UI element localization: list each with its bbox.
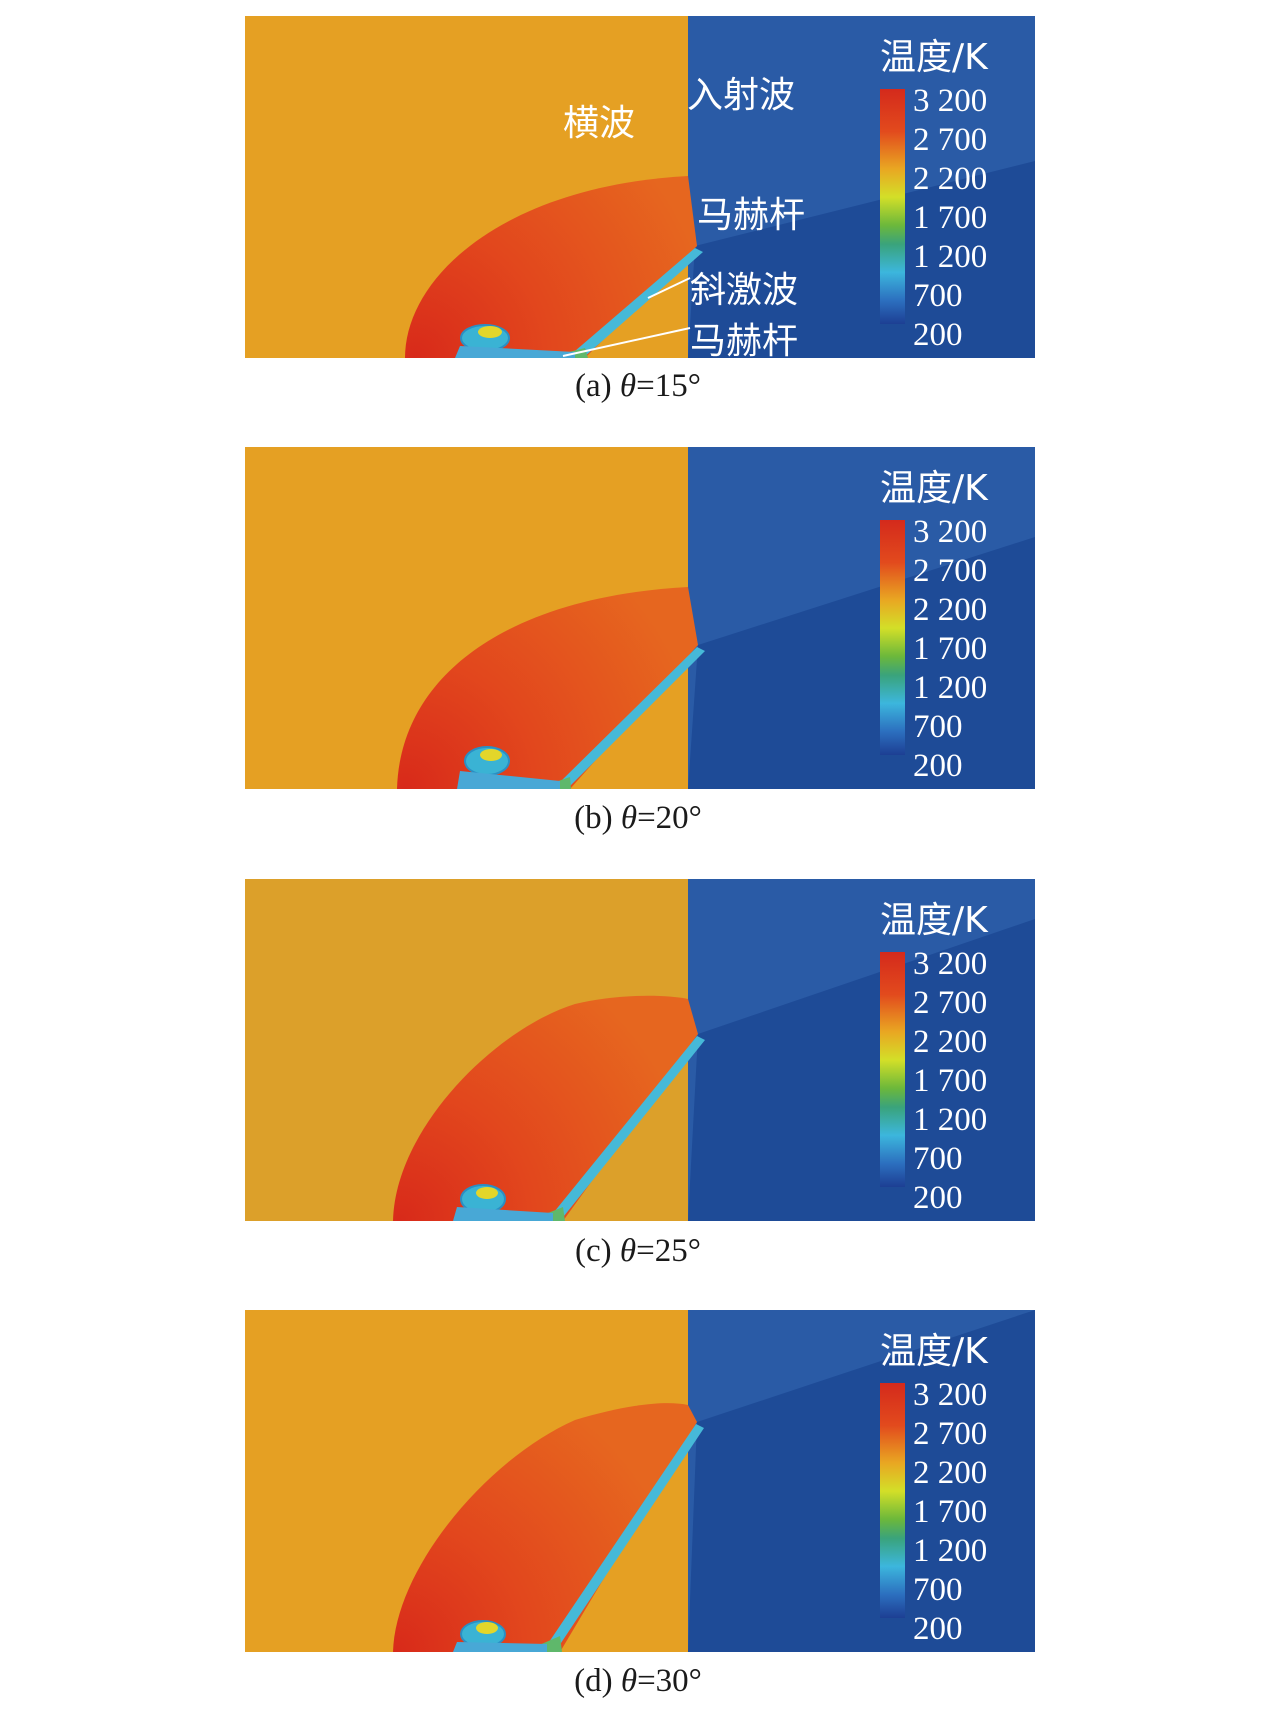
- legend-tick: 2 200: [913, 161, 988, 197]
- legend-tick: 700: [913, 1141, 963, 1177]
- mach-stem-upper-label: 马赫杆: [697, 195, 806, 236]
- panel-b: 温度/K 3 200 2 700 2 200 1 700 1 200 700 2…: [245, 447, 1035, 789]
- legend-tick: 3 200: [913, 514, 988, 550]
- caption-value: =20°: [637, 800, 702, 836]
- legend-tick: 700: [913, 709, 963, 745]
- legend-title: 温度/K: [880, 900, 988, 941]
- color-scale-bar: [880, 520, 905, 755]
- incident-wave-label: 入射波: [687, 75, 796, 116]
- legend-title: 温度/K: [880, 37, 988, 78]
- legend-title: 温度/K: [880, 1331, 988, 1372]
- legend-tick: 200: [913, 317, 963, 353]
- caption-symbol: θ: [620, 800, 638, 836]
- legend-title: 温度/K: [880, 468, 988, 509]
- caption-d: (d) θ=30°: [0, 1663, 1276, 1700]
- transverse-wave-label: 横波: [563, 103, 636, 144]
- caption-value: =30°: [637, 1663, 702, 1699]
- legend-tick: 3 200: [913, 83, 988, 119]
- legend-tick: 1 700: [913, 1494, 988, 1530]
- color-scale-bar: [880, 89, 905, 324]
- caption-a: (a) θ=15°: [0, 368, 1276, 405]
- legend-tick: 1 200: [913, 670, 988, 706]
- legend-tick: 1 200: [913, 239, 988, 275]
- legend-tick: 200: [913, 1611, 963, 1647]
- legend-tick: 3 200: [913, 946, 988, 982]
- caption-prefix: (b): [574, 800, 621, 836]
- legend-tick: 3 200: [913, 1377, 988, 1413]
- temperature-contour-c: [245, 879, 1035, 1221]
- mach-stem-lower-label: 马赫杆: [690, 321, 799, 358]
- caption-symbol: θ: [619, 1233, 637, 1269]
- caption-c: (c) θ=25°: [0, 1233, 1276, 1270]
- legend-tick: 2 700: [913, 553, 988, 589]
- oblique-shock-label: 斜激波: [690, 270, 799, 311]
- caption-value: =15°: [636, 368, 701, 404]
- legend-tick: 2 200: [913, 1455, 988, 1491]
- panel-a: 横波 入射波 马赫杆 斜激波 马赫杆 温度/K 3 200 2 700 2 20…: [245, 16, 1035, 358]
- legend-tick: 2 700: [913, 122, 988, 158]
- legend-tick: 700: [913, 278, 963, 314]
- caption-prefix: (d): [574, 1663, 621, 1699]
- legend-tick: 2 200: [913, 1024, 988, 1060]
- legend-tick: 1 200: [913, 1533, 988, 1569]
- legend-tick: 2 700: [913, 985, 988, 1021]
- legend-tick: 1 200: [913, 1102, 988, 1138]
- legend-tick: 1 700: [913, 200, 988, 236]
- color-scale-bar: [880, 952, 905, 1187]
- caption-value: =25°: [636, 1233, 701, 1269]
- panel-d: 温度/K 3 200 2 700 2 200 1 700 1 200 700 2…: [245, 1310, 1035, 1652]
- temperature-contour-d: [245, 1310, 1035, 1652]
- legend-tick: 200: [913, 1180, 963, 1216]
- legend-tick: 1 700: [913, 1063, 988, 1099]
- legend-tick: 700: [913, 1572, 963, 1608]
- panel-c: 温度/K 3 200 2 700 2 200 1 700 1 200 700 2…: [245, 879, 1035, 1221]
- legend-tick: 2 200: [913, 592, 988, 628]
- caption-symbol: θ: [619, 368, 637, 404]
- color-scale-bar: [880, 1383, 905, 1618]
- caption-prefix: (c): [575, 1233, 620, 1269]
- legend-tick: 1 700: [913, 631, 988, 667]
- caption-b: (b) θ=20°: [0, 800, 1276, 837]
- legend-tick: 200: [913, 748, 963, 784]
- legend-tick: 2 700: [913, 1416, 988, 1452]
- caption-prefix: (a): [575, 368, 620, 404]
- caption-symbol: θ: [620, 1663, 638, 1699]
